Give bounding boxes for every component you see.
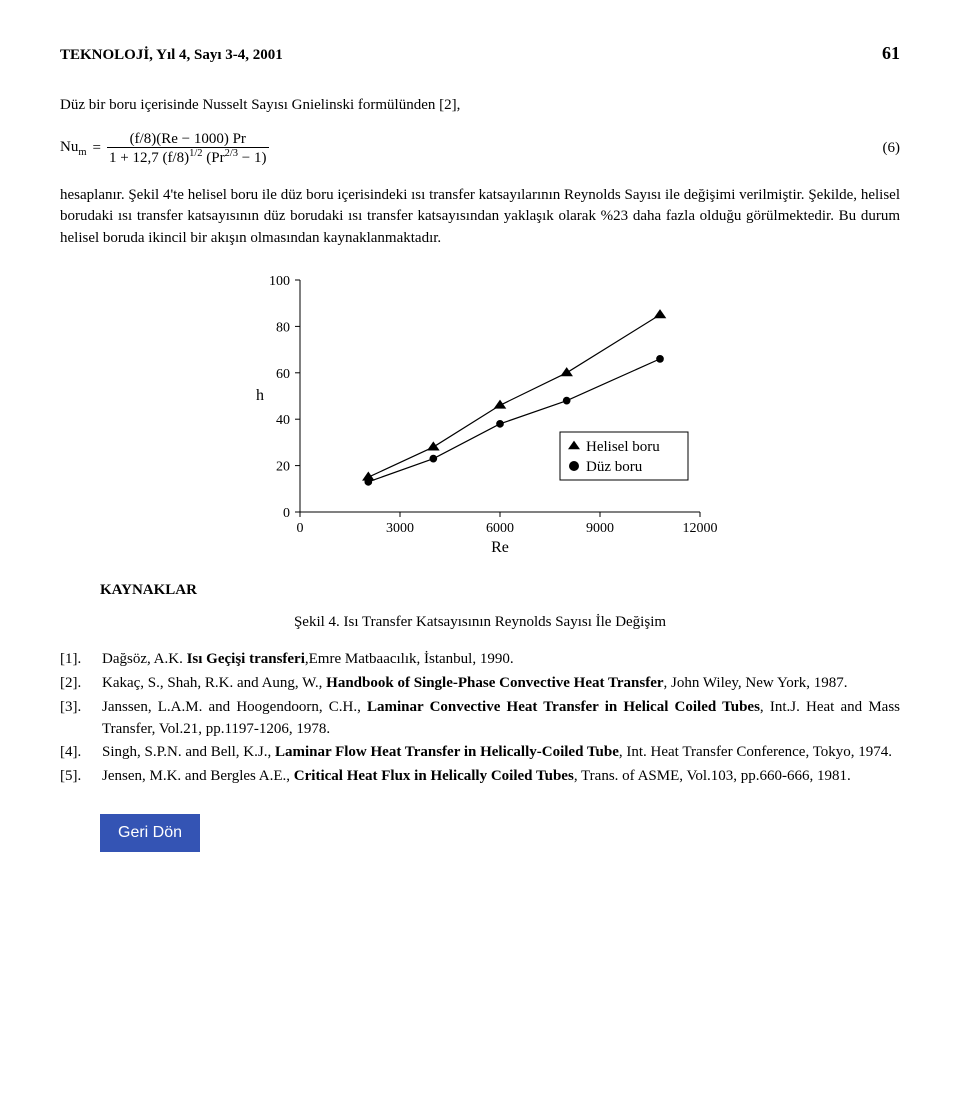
reference-item: [5]. Jensen, M.K. and Bergles A.E., Criti… [60, 766, 900, 788]
svg-text:Re: Re [491, 539, 509, 556]
svg-text:40: 40 [276, 413, 290, 428]
chart-container: 0 20 40 60 80 100 0 3000 6000 9000 12000 h Re Helisel… [60, 262, 900, 562]
reference-text: Dağsöz, A.K. Isı Geçişi transferi,Emre M… [102, 649, 900, 671]
reference-number: [1]. [60, 649, 92, 671]
reference-item: [4]. Singh, S.P.N. and Bell, K.J., Lamina… [60, 742, 900, 764]
equation-6: Num = (f/8)(Re − 1000) Pr 1 + 12,7 (f/8)… [60, 131, 900, 167]
reference-text: Jensen, M.K. and Bergles A.E., Critical … [102, 766, 900, 788]
svg-text:Düz boru: Düz boru [586, 459, 643, 475]
reference-item: [2]. Kakaç, S., Shah, R.K. and Aung, W., … [60, 673, 900, 695]
reference-item: [3]. Janssen, L.A.M. and Hoogendoorn, C.H… [60, 697, 900, 741]
eq-numerator: (f/8)(Re − 1000) Pr [128, 131, 248, 148]
eq-denominator: 1 + 12,7 (f/8)1/2 (Pr2/3 − 1) [107, 148, 269, 167]
svg-text:Helisel boru: Helisel boru [586, 439, 660, 455]
page-header: TEKNOLOJİ, Yıl 4, Sayı 3-4, 2001 61 [60, 40, 900, 67]
reference-text: Kakaç, S., Shah, R.K. and Aung, W., Hand… [102, 673, 900, 695]
svg-text:h: h [256, 387, 264, 404]
intro-text: Düz bir boru içerisinde Nusselt Sayısı G… [60, 95, 900, 117]
svg-text:12000: 12000 [683, 521, 718, 536]
svg-text:9000: 9000 [586, 521, 614, 536]
eq-equals: = [93, 138, 101, 160]
equation-number: (6) [883, 138, 901, 160]
svg-text:60: 60 [276, 367, 290, 382]
svg-text:6000: 6000 [486, 521, 514, 536]
references-list: [1]. Dağsöz, A.K. Isı Geçişi transferi,Em… [60, 649, 900, 788]
page-number: 61 [882, 40, 900, 66]
reference-number: [5]. [60, 766, 92, 788]
reference-text: Janssen, L.A.M. and Hoogendoorn, C.H., L… [102, 697, 900, 741]
svg-text:100: 100 [269, 274, 290, 289]
svg-text:80: 80 [276, 320, 290, 335]
reference-number: [4]. [60, 742, 92, 764]
svg-text:0: 0 [297, 521, 304, 536]
reference-text: Singh, S.P.N. and Bell, K.J., Laminar Fl… [102, 742, 900, 764]
equation-body: Num = (f/8)(Re − 1000) Pr 1 + 12,7 (f/8)… [60, 131, 269, 167]
reference-number: [3]. [60, 697, 92, 741]
svg-text:3000: 3000 [386, 521, 414, 536]
reference-item: [1]. Dağsöz, A.K. Isı Geçişi transferi,Em… [60, 649, 900, 671]
heat-transfer-chart: 0 20 40 60 80 100 0 3000 6000 9000 12000 h Re Helisel… [220, 262, 740, 562]
paragraph-2: hesaplanır. Şekil 4'te helisel boru ile … [60, 185, 900, 250]
eq-fraction: (f/8)(Re − 1000) Pr 1 + 12,7 (f/8)1/2 (P… [107, 131, 269, 167]
reference-number: [2]. [60, 673, 92, 695]
chart-caption: Şekil 4. Isı Transfer Katsayısının Reyno… [60, 612, 900, 634]
references-heading: KAYNAKLAR [100, 580, 900, 602]
svg-text:20: 20 [276, 459, 290, 474]
svg-text:0: 0 [283, 506, 290, 521]
journal-title: TEKNOLOJİ, Yıl 4, Sayı 3-4, 2001 [60, 45, 283, 67]
eq-lhs: Num [60, 137, 87, 160]
back-button[interactable]: Geri Dön [100, 814, 200, 852]
